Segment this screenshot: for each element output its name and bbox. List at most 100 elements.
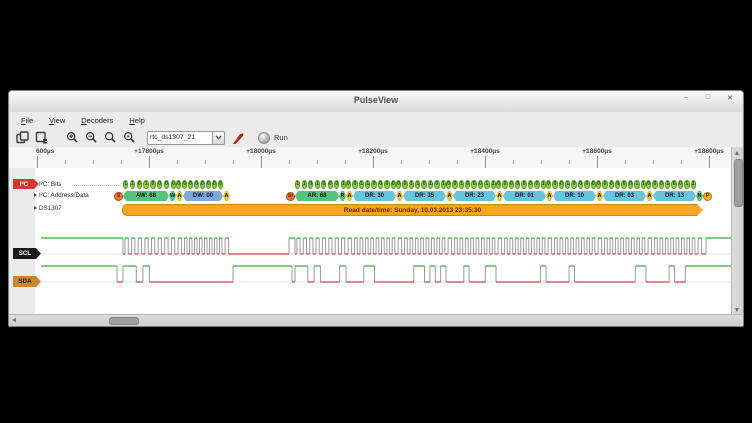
ruler-major-tick [709,156,710,168]
bit-annotation: 0 [546,180,552,189]
zoom-one-to-one-icon[interactable] [122,130,137,145]
ruler-minor-tick [625,160,626,164]
annotation-data-read: DR: 03 [603,191,646,201]
bit-annotation: 0 [515,180,521,189]
vertical-scroll-thumb[interactable] [734,159,743,207]
menu-file[interactable]: File [21,115,34,125]
decoder-tag-i2c[interactable]: I²C [13,179,39,189]
bit-annotation: 0 [390,180,396,189]
annotation-bit-write: W [169,193,176,199]
zoom-out-icon[interactable] [84,130,99,145]
bit-annotation: 1 [123,180,129,189]
expand-arrow-icon[interactable] [34,193,37,197]
bit-annotation: 0 [658,180,665,189]
menu-decoders[interactable]: Decoders [81,115,114,125]
bit-annotation: 0 [571,180,577,189]
bit-annotation: 1 [408,180,415,189]
horizontal-scrollbar[interactable] [9,314,743,326]
annotation-data-read: DR: 10 [553,191,596,201]
bit-annotation: 0 [584,180,590,189]
session-dropdown-button[interactable] [212,130,225,145]
ruler-minor-tick [121,160,122,164]
annotation-ack: A [597,193,602,199]
horizontal-scroll-thumb[interactable] [109,317,139,325]
ruler-minor-tick [569,160,570,164]
annotation-ack: A [177,193,182,199]
bit-annotation: 1 [540,180,546,189]
bit-annotation: 0 [434,180,440,189]
row-label-ds1307: DS1307 [34,205,62,212]
bit-annotation: 0 [646,180,652,189]
bit-annotation: 0 [577,180,584,189]
bit-annotation: 1 [358,180,365,189]
time-ruler: 600µs +17800µs +18000µs +18200µs +18400µs +18… [9,147,743,168]
bit-annotation: 0 [471,180,477,189]
new-session-icon[interactable] [15,130,30,145]
bit-annotation: 0 [558,180,565,189]
bit-annotation: 0 [496,180,502,189]
annotation-data-read: DR: 13 [653,191,696,201]
bit-annotation: 0 [181,180,188,189]
ruler-label: +18000µs [246,148,276,155]
bit-annotation: 1 [427,180,434,189]
bit-annotation: 0 [602,180,608,189]
bit-annotation: 0 [452,180,458,189]
waveforms [41,237,731,283]
annotation-ack: A [447,193,452,199]
new-view-icon[interactable] [34,130,49,145]
channel-tag-scl[interactable]: SCL [13,248,41,259]
add-decoder-probe-icon[interactable] [229,130,244,145]
maximize-button[interactable]: □ [705,94,711,101]
bit-annotation: 0 [671,180,677,189]
bit-annotation: 1 [684,180,690,189]
zoom-fit-icon[interactable] [103,130,118,145]
annotation-nack: N [697,193,702,199]
bit-annotation: 0 [217,180,223,189]
close-button[interactable]: ✕ [727,95,733,102]
bit-annotation: 0 [677,180,684,189]
ruler-label: 600µs [36,148,55,155]
run-button[interactable]: Run [254,131,292,145]
bit-annotation: 0 [396,180,402,189]
ruler-minor-tick [401,160,402,164]
bit-annotation: 1 [295,180,301,189]
scroll-left-icon[interactable] [12,318,16,322]
bit-annotation: 0 [402,180,408,189]
ruler-major-tick [261,156,262,168]
annotation-start: S [114,191,123,201]
window-title: PulseView [353,95,399,105]
ruler-minor-tick [653,160,654,164]
zoom-in-icon[interactable] [65,130,80,145]
ruler-minor-tick [93,160,94,164]
bit-annotation: 0 [384,180,390,189]
ruler-minor-tick [345,160,346,164]
bit-annotation: 1 [301,180,307,189]
vertical-scrollbar[interactable] [731,147,743,316]
scroll-down-icon[interactable] [735,308,739,312]
run-state-icon [258,131,270,144]
ruler-minor-tick [317,160,318,164]
trace-view[interactable]: 600µs +17800µs +18000µs +18200µs +18400µs +18… [9,147,743,326]
ruler-major-tick [37,156,38,168]
bit-annotation: 0 [334,180,340,189]
bit-annotation: 1 [129,180,136,189]
bit-annotation: 0 [627,180,634,189]
scroll-up-icon[interactable] [735,151,739,155]
session-file-value[interactable]: rtc_ds1307_21 [147,130,212,145]
bit-annotation: 1 [690,180,696,189]
channel-tag-sda[interactable]: SDA [13,276,41,287]
annotation-bit-read: R [340,193,345,199]
bit-annotation: 0 [352,180,358,189]
expand-arrow-icon[interactable] [34,206,37,210]
titlebar[interactable]: PulseView – □ ✕ [9,91,743,113]
bit-annotation: 1 [665,180,671,189]
menu-view[interactable]: View [49,115,66,125]
annotation-ack: A [547,193,552,199]
minimize-button[interactable]: – [684,94,688,101]
menu-help[interactable]: Help [129,115,145,125]
annotation-data-read: DR: 30 [353,191,396,201]
